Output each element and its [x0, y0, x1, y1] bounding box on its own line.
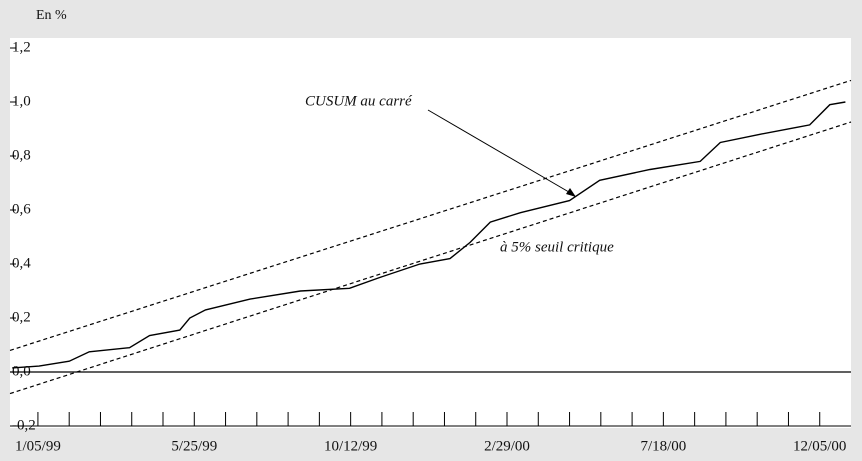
x-tick-label: 10/12/99: [324, 438, 377, 454]
x-tick-label: 1/05/99: [15, 438, 61, 454]
data-line: [12, 101, 846, 369]
x-tick-label: 12/05/00: [793, 438, 846, 454]
y-tick-label: -0,2: [12, 417, 36, 433]
plot-area: [10, 38, 851, 428]
y-tick-label: 0,2: [12, 309, 31, 325]
annotation-arrow: [427, 109, 575, 196]
y-tick-label: 0,8: [12, 147, 31, 163]
annotation: CUSUM au carré: [305, 93, 413, 109]
y-tick-label: 1,0: [12, 93, 31, 109]
y-tick-label: 0,6: [12, 201, 31, 217]
x-tick-label: 5/25/99: [171, 438, 217, 454]
bound-line: [9, 79, 852, 351]
x-tick-label: 2/29/00: [484, 438, 530, 454]
y-tick-label: 0,4: [12, 255, 31, 271]
y-axis-label: En %: [36, 8, 67, 23]
bound-line: [9, 121, 852, 395]
y-tick-label: 1,2: [12, 39, 31, 55]
x-tick-label: 7/18/00: [640, 438, 686, 454]
annotation: à 5% seuil critique: [500, 239, 614, 255]
arrow-head: [566, 188, 576, 197]
